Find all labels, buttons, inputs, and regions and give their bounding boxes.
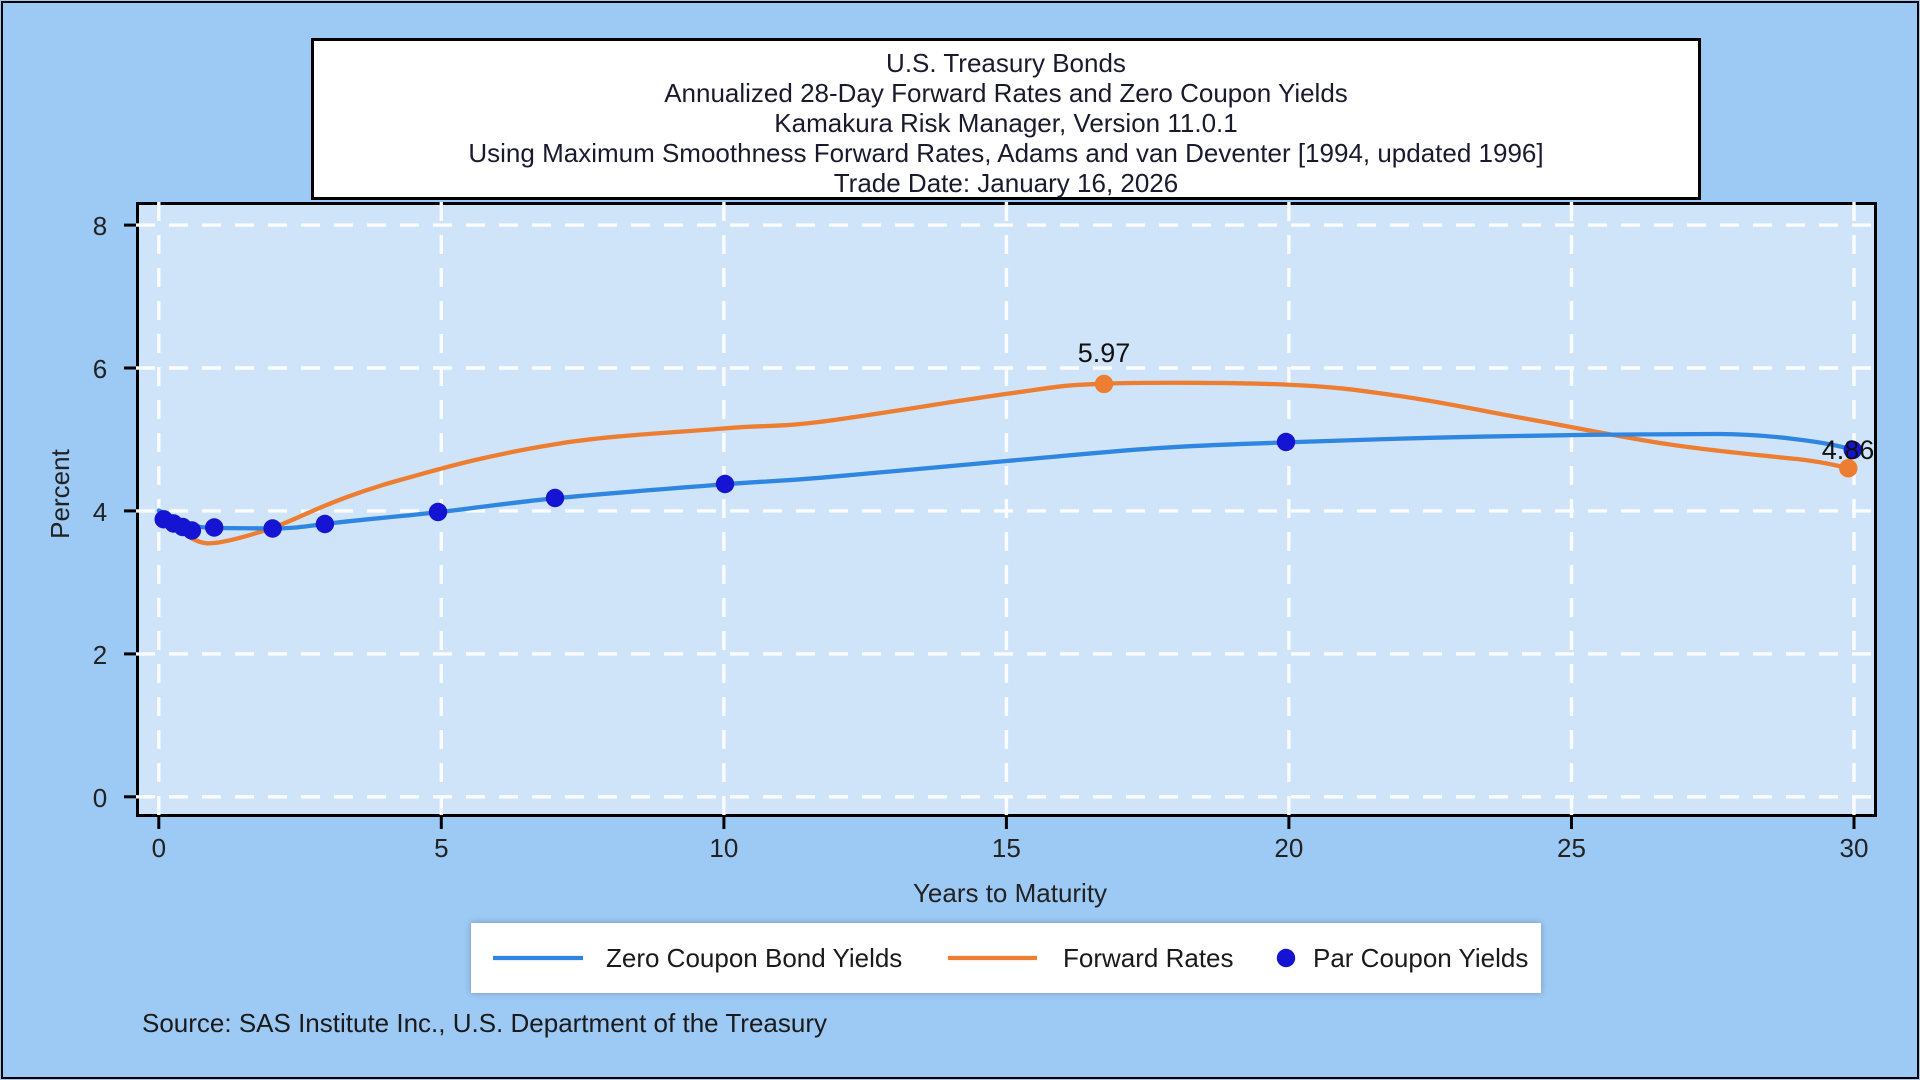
svg-text:Forward Rates: Forward Rates: [1063, 943, 1234, 973]
svg-text:Zero Coupon Bond Yields: Zero Coupon Bond Yields: [606, 943, 902, 973]
svg-text:Par Coupon Yields: Par Coupon Yields: [1313, 943, 1528, 973]
svg-text:4.86: 4.86: [1822, 435, 1875, 465]
svg-text:5.97: 5.97: [1078, 338, 1131, 368]
